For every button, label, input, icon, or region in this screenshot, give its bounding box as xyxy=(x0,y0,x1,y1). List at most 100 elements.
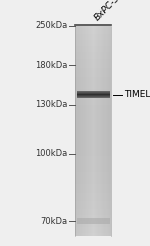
Bar xyxy=(75,159,111,160)
Bar xyxy=(75,173,111,174)
Bar xyxy=(75,46,111,47)
Bar xyxy=(95,26,96,236)
Bar xyxy=(76,26,77,236)
Bar xyxy=(75,66,111,67)
Bar xyxy=(75,155,111,156)
Bar xyxy=(75,26,76,236)
Bar xyxy=(75,28,111,29)
Bar xyxy=(75,124,111,125)
Bar xyxy=(75,140,111,141)
Bar xyxy=(75,79,111,80)
Bar xyxy=(75,148,111,149)
Bar xyxy=(75,129,111,130)
Bar xyxy=(75,213,111,214)
Bar xyxy=(75,63,111,64)
Bar xyxy=(75,202,111,203)
Bar xyxy=(75,161,111,163)
Bar xyxy=(75,212,111,213)
Bar xyxy=(75,112,111,113)
Bar xyxy=(81,26,82,236)
Bar xyxy=(75,156,111,157)
Bar xyxy=(75,171,111,172)
Bar xyxy=(110,26,111,236)
Bar xyxy=(75,41,111,42)
Bar xyxy=(75,32,111,33)
Bar xyxy=(75,189,111,190)
Bar xyxy=(75,34,111,35)
Bar xyxy=(75,44,111,45)
Bar xyxy=(75,61,111,62)
Bar xyxy=(75,121,111,122)
Bar xyxy=(75,60,111,61)
Bar xyxy=(75,56,111,57)
Bar xyxy=(75,192,111,193)
Bar xyxy=(75,45,111,46)
Bar xyxy=(75,138,111,139)
Text: TIMELESS: TIMELESS xyxy=(124,90,150,99)
Bar xyxy=(75,68,111,69)
Bar xyxy=(97,26,98,236)
Bar xyxy=(75,116,111,117)
Bar xyxy=(75,125,111,126)
Bar xyxy=(75,72,111,73)
Bar xyxy=(75,183,111,184)
Bar xyxy=(75,178,111,179)
Bar xyxy=(75,182,111,183)
Bar xyxy=(75,216,111,217)
Bar xyxy=(75,218,111,219)
Bar xyxy=(75,89,111,90)
Bar xyxy=(75,86,111,87)
Bar xyxy=(75,106,111,107)
Bar xyxy=(77,26,78,236)
Bar xyxy=(75,31,111,32)
Bar xyxy=(99,26,100,236)
Bar xyxy=(75,77,111,78)
Bar xyxy=(75,136,111,137)
Bar xyxy=(75,184,111,185)
Bar xyxy=(75,115,111,116)
Bar xyxy=(75,165,111,166)
Bar xyxy=(75,107,111,108)
Bar xyxy=(108,26,109,236)
Bar xyxy=(75,105,111,106)
Bar xyxy=(75,222,111,224)
Bar xyxy=(75,154,111,155)
Text: 70kDa: 70kDa xyxy=(40,217,68,226)
Bar xyxy=(75,197,111,198)
Bar xyxy=(75,208,111,209)
Bar xyxy=(75,108,111,109)
Bar xyxy=(75,113,111,114)
Bar xyxy=(94,26,95,236)
Bar xyxy=(89,26,90,236)
Bar xyxy=(75,145,111,146)
Bar xyxy=(75,143,111,144)
Bar xyxy=(75,185,111,186)
Bar xyxy=(105,26,106,236)
Bar xyxy=(75,151,111,152)
Bar xyxy=(109,26,110,236)
Bar xyxy=(101,26,102,236)
Bar xyxy=(75,229,111,230)
Bar xyxy=(75,87,111,88)
Bar xyxy=(75,235,111,236)
Bar xyxy=(75,203,111,205)
Bar xyxy=(75,132,111,133)
Bar xyxy=(75,126,111,127)
Bar xyxy=(75,96,111,97)
Bar xyxy=(75,227,111,228)
Bar xyxy=(75,122,111,123)
Bar xyxy=(75,163,111,164)
Bar xyxy=(76,218,110,224)
Bar xyxy=(75,175,111,176)
Bar xyxy=(84,26,85,236)
Bar xyxy=(75,95,111,96)
Bar xyxy=(88,26,89,236)
Bar xyxy=(75,169,111,170)
Bar xyxy=(75,65,111,66)
Bar xyxy=(75,231,111,232)
Bar xyxy=(75,206,111,207)
Bar xyxy=(75,214,111,215)
Bar xyxy=(75,38,111,40)
Bar xyxy=(75,55,111,56)
Bar xyxy=(75,164,111,165)
